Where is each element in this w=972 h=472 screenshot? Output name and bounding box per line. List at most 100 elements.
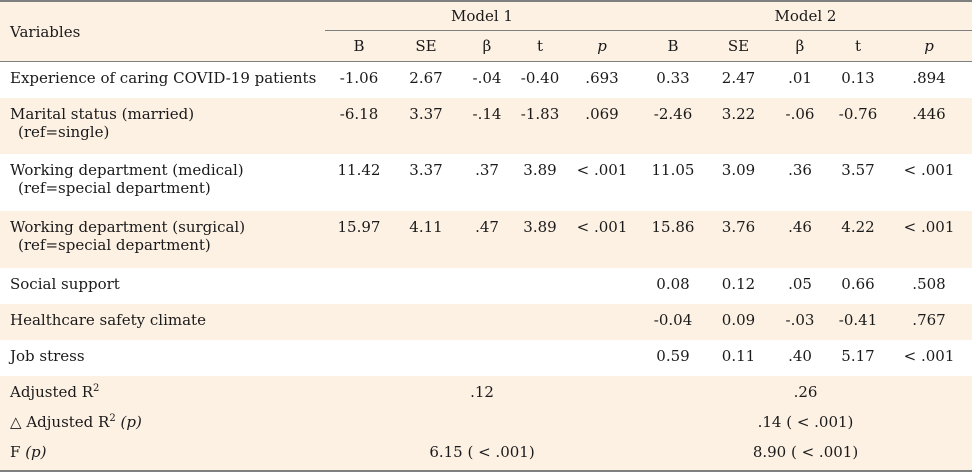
cell [393, 304, 459, 340]
row-label: Healthcare safety climate [0, 304, 325, 340]
row-label-text: Experience of caring COVID-19 patients [10, 69, 317, 87]
cell: -1.83 [515, 98, 565, 154]
cell: -1.06 [325, 61, 393, 98]
cell: 0.09 [707, 304, 770, 340]
cell [565, 268, 639, 304]
cell: 3.76 [707, 211, 770, 268]
cell: -0.76 [830, 98, 886, 154]
f-model2: 8.90 ( < .001) [639, 436, 972, 472]
cell: 0.33 [639, 61, 707, 98]
cell: 0.13 [830, 61, 886, 98]
cell: 3.37 [393, 154, 459, 211]
cell: 3.37 [393, 98, 459, 154]
cell: -6.18 [325, 98, 393, 154]
cell: .069 [565, 98, 639, 154]
cell: 3.57 [830, 154, 886, 211]
cell: 4.22 [830, 211, 886, 268]
cell: -.14 [459, 98, 515, 154]
header-row-models: Variables Model 1 Model 2 [0, 0, 972, 62]
adjusted-r2-label: Adjusted R2 [0, 376, 325, 406]
cell: 11.05 [639, 154, 707, 211]
cell: -.06 [770, 98, 830, 154]
adjusted-r2-text: Adjusted R [10, 383, 94, 401]
cell: -.04 [459, 61, 515, 98]
m1-col-t: t [515, 30, 565, 62]
variables-header: Variables [0, 0, 325, 62]
delta-r2-label: △ Adjusted R2 (p) [0, 406, 325, 436]
row-sublabel: (ref=special department) [18, 179, 211, 197]
m2-col-se: SE [707, 30, 770, 62]
m1-col-beta: β [459, 30, 515, 62]
cell: 15.86 [639, 211, 707, 268]
f-model1: 6.15 ( < .001) [325, 436, 639, 472]
cell: .05 [770, 268, 830, 304]
cell [325, 268, 393, 304]
cell: 0.59 [639, 340, 707, 376]
cell: 0.66 [830, 268, 886, 304]
cell: 3.89 [515, 154, 565, 211]
cell [325, 304, 393, 340]
cell [393, 268, 459, 304]
cell: 2.47 [707, 61, 770, 98]
cell: .446 [886, 98, 972, 154]
adjusted-r2-sup: 2 [93, 383, 100, 394]
cell: 5.17 [830, 340, 886, 376]
delta-r2-model1 [325, 406, 639, 436]
header-row-columns: B SE β t p B SE β t p [0, 30, 972, 62]
f-label: F (p) [0, 436, 325, 472]
cell: 0.08 [639, 268, 707, 304]
adjusted-r2-model2: .26 [639, 376, 972, 406]
delta-r2-sup: 2 [109, 413, 116, 424]
model2-header: Model 2 [639, 0, 972, 31]
row-label-text: Healthcare safety climate [10, 311, 206, 329]
model1-header: Model 1 [325, 0, 639, 31]
table-row: Experience of caring COVID-19 patients -… [0, 61, 972, 98]
cell: .894 [886, 61, 972, 98]
delta-r2-p: (p) [120, 413, 142, 431]
cell: .40 [770, 340, 830, 376]
cell: 4.11 [393, 211, 459, 268]
cell: -0.40 [515, 61, 565, 98]
row-label-text: Social support [10, 275, 120, 293]
row-label-text: Job stress [10, 347, 85, 365]
cell [565, 304, 639, 340]
row-label: Job stress [0, 340, 325, 376]
cell: .693 [565, 61, 639, 98]
cell: .767 [886, 304, 972, 340]
cell: 3.09 [707, 154, 770, 211]
f-p: (p) [25, 443, 47, 461]
cell: -2.46 [639, 98, 707, 154]
row-label-text: Working department (medical) [10, 161, 244, 179]
m1-col-p: p [565, 30, 639, 62]
cell [393, 340, 459, 376]
row-sublabel: (ref=single) [18, 123, 110, 141]
row-sublabel: (ref=special department) [18, 236, 211, 254]
cell: -.03 [770, 304, 830, 340]
table-row: Working department (surgical) (ref=specia… [0, 211, 972, 268]
m1-col-se: SE [393, 30, 459, 62]
table-row: Job stress 0.59 0.11 .40 5.17 < .001 [0, 340, 972, 376]
m2-col-p: p [886, 30, 972, 62]
cell: < .001 [886, 340, 972, 376]
cell: -0.41 [830, 304, 886, 340]
cell: 15.97 [325, 211, 393, 268]
row-label: Experience of caring COVID-19 patients [0, 61, 325, 98]
cell: < .001 [886, 211, 972, 268]
cell [565, 340, 639, 376]
row-label-text: Working department (surgical) [10, 218, 246, 236]
delta-symbol: △ [10, 413, 22, 431]
row-label: Marital status (married) (ref=single) [0, 98, 325, 154]
summary-row-adjusted-r2: Adjusted R2 .12 .26 [0, 376, 972, 406]
cell [515, 268, 565, 304]
cell [459, 340, 515, 376]
cell [515, 340, 565, 376]
m2-col-t: t [830, 30, 886, 62]
cell: < .001 [886, 154, 972, 211]
row-label: Working department (surgical) (ref=specia… [0, 211, 325, 268]
cell [459, 304, 515, 340]
f-text: F [10, 443, 21, 461]
cell: .01 [770, 61, 830, 98]
row-label: Working department (medical) (ref=special… [0, 154, 325, 211]
cell: .36 [770, 154, 830, 211]
m1-col-b: B [325, 30, 393, 62]
